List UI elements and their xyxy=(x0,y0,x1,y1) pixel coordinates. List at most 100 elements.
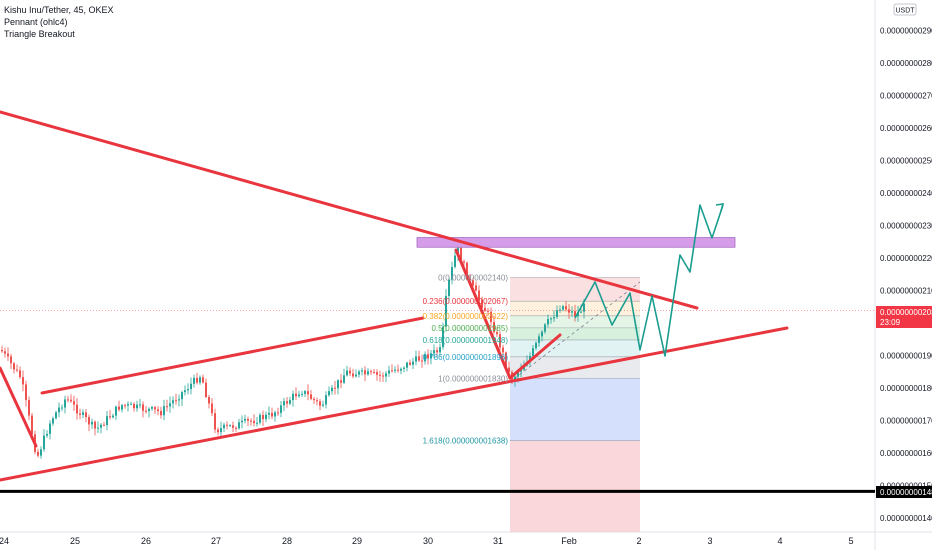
fib-zone-0-236 xyxy=(510,277,640,302)
candle-body xyxy=(460,247,462,262)
candle-body xyxy=(553,317,555,319)
pennant-drop-leg xyxy=(454,248,512,380)
fib-zone-382-5 xyxy=(510,315,640,328)
candle-body xyxy=(334,387,336,389)
candle-body xyxy=(544,324,546,332)
price-axis-bg xyxy=(875,0,932,532)
candle-body xyxy=(463,261,465,263)
descending-trendline-upper xyxy=(0,110,699,310)
candle-body xyxy=(202,377,204,383)
candle-body xyxy=(550,318,552,320)
candle-body xyxy=(22,377,24,385)
candle-body xyxy=(40,449,42,456)
candle-body xyxy=(64,399,66,408)
legend-symbol: Kishu Inu/Tether, 45, OKEX xyxy=(4,5,114,15)
candle-body xyxy=(1,350,3,352)
candle-body xyxy=(562,306,564,310)
candle-body xyxy=(193,377,195,384)
candle-body xyxy=(43,435,45,450)
candle-body xyxy=(493,322,495,333)
y-tick-label: 0.000000001900 xyxy=(880,352,932,361)
candle-body xyxy=(394,369,396,371)
candle-body xyxy=(292,393,294,401)
candle-body xyxy=(508,367,510,373)
candle-body xyxy=(337,380,339,389)
candle-body xyxy=(478,290,480,300)
candle-body xyxy=(388,370,390,374)
candle-body xyxy=(226,424,228,426)
candle-body xyxy=(517,371,519,377)
candle-body xyxy=(253,420,255,424)
candle-body xyxy=(391,370,393,372)
candle-body xyxy=(91,421,93,425)
candle-body xyxy=(217,429,219,433)
candle-body xyxy=(160,410,162,416)
x-tick-label: 30 xyxy=(423,536,433,546)
candle-body xyxy=(397,369,399,371)
candle-body xyxy=(403,367,405,369)
candle-body xyxy=(535,342,537,349)
x-tick-label: 27 xyxy=(211,536,221,546)
candle-body xyxy=(220,428,222,433)
x-tick-label: 26 xyxy=(141,536,151,546)
candle-body xyxy=(496,332,498,335)
candle-body xyxy=(100,424,102,428)
candle-body xyxy=(235,427,237,429)
candle-body xyxy=(505,352,507,368)
fib-level-label: 0.618(0.000000001948) xyxy=(423,336,509,345)
candle-body xyxy=(88,417,90,425)
candle-body xyxy=(487,310,489,312)
candle-body xyxy=(277,412,279,414)
x-tick-label: 24 xyxy=(0,536,9,546)
candle-body xyxy=(538,336,540,343)
support-price-value: 0.000000001482 xyxy=(880,488,932,497)
candle-body xyxy=(499,334,501,348)
candle-body xyxy=(223,424,225,429)
candle-body xyxy=(154,407,156,410)
candle-body xyxy=(301,393,303,395)
projection-path xyxy=(574,204,724,357)
fib-zone-5-618 xyxy=(510,327,640,340)
candle-body xyxy=(262,414,264,420)
resistance-zone xyxy=(416,237,736,248)
candle-body xyxy=(4,351,6,354)
x-tick-label: 3 xyxy=(707,536,712,546)
candle-body xyxy=(574,311,576,317)
candle-body xyxy=(190,383,192,390)
ascending-trendline-lower xyxy=(0,326,789,482)
candle-body xyxy=(196,377,198,383)
y-tick-label: 0.000000002600 xyxy=(880,124,932,133)
candle-body xyxy=(244,419,246,421)
fib-level-label: 0.382(0.000000002022) xyxy=(423,312,509,321)
currency-badge[interactable]: USDT xyxy=(893,3,917,16)
candle-body xyxy=(433,350,435,354)
candle-body xyxy=(124,405,126,407)
candle-body xyxy=(250,420,252,422)
candle-body xyxy=(343,375,345,383)
candle-body xyxy=(268,412,270,415)
candle-body xyxy=(382,375,384,377)
candle-body xyxy=(373,372,375,374)
x-tick-label: 4 xyxy=(777,536,782,546)
candle-body xyxy=(10,356,12,364)
fib-level-label: 0.5(0.000000001985) xyxy=(431,324,508,333)
candle-body xyxy=(472,280,474,286)
candle-body xyxy=(241,420,243,423)
candle-body xyxy=(448,279,450,297)
candle-body xyxy=(46,433,48,436)
candle-body xyxy=(184,390,186,393)
candle-body xyxy=(85,412,87,418)
candle-body xyxy=(97,427,99,429)
x-tick-label: 5 xyxy=(848,536,853,546)
currency-badge-label: USDT xyxy=(895,8,915,15)
candle-body xyxy=(289,400,291,404)
candle-body xyxy=(427,354,429,359)
candle-body xyxy=(76,404,78,414)
candle-body xyxy=(349,370,351,374)
candle-body xyxy=(484,307,486,311)
candle-body xyxy=(280,405,282,413)
candle-body xyxy=(133,403,135,409)
candle-body xyxy=(73,401,75,405)
candle-body xyxy=(358,371,360,375)
